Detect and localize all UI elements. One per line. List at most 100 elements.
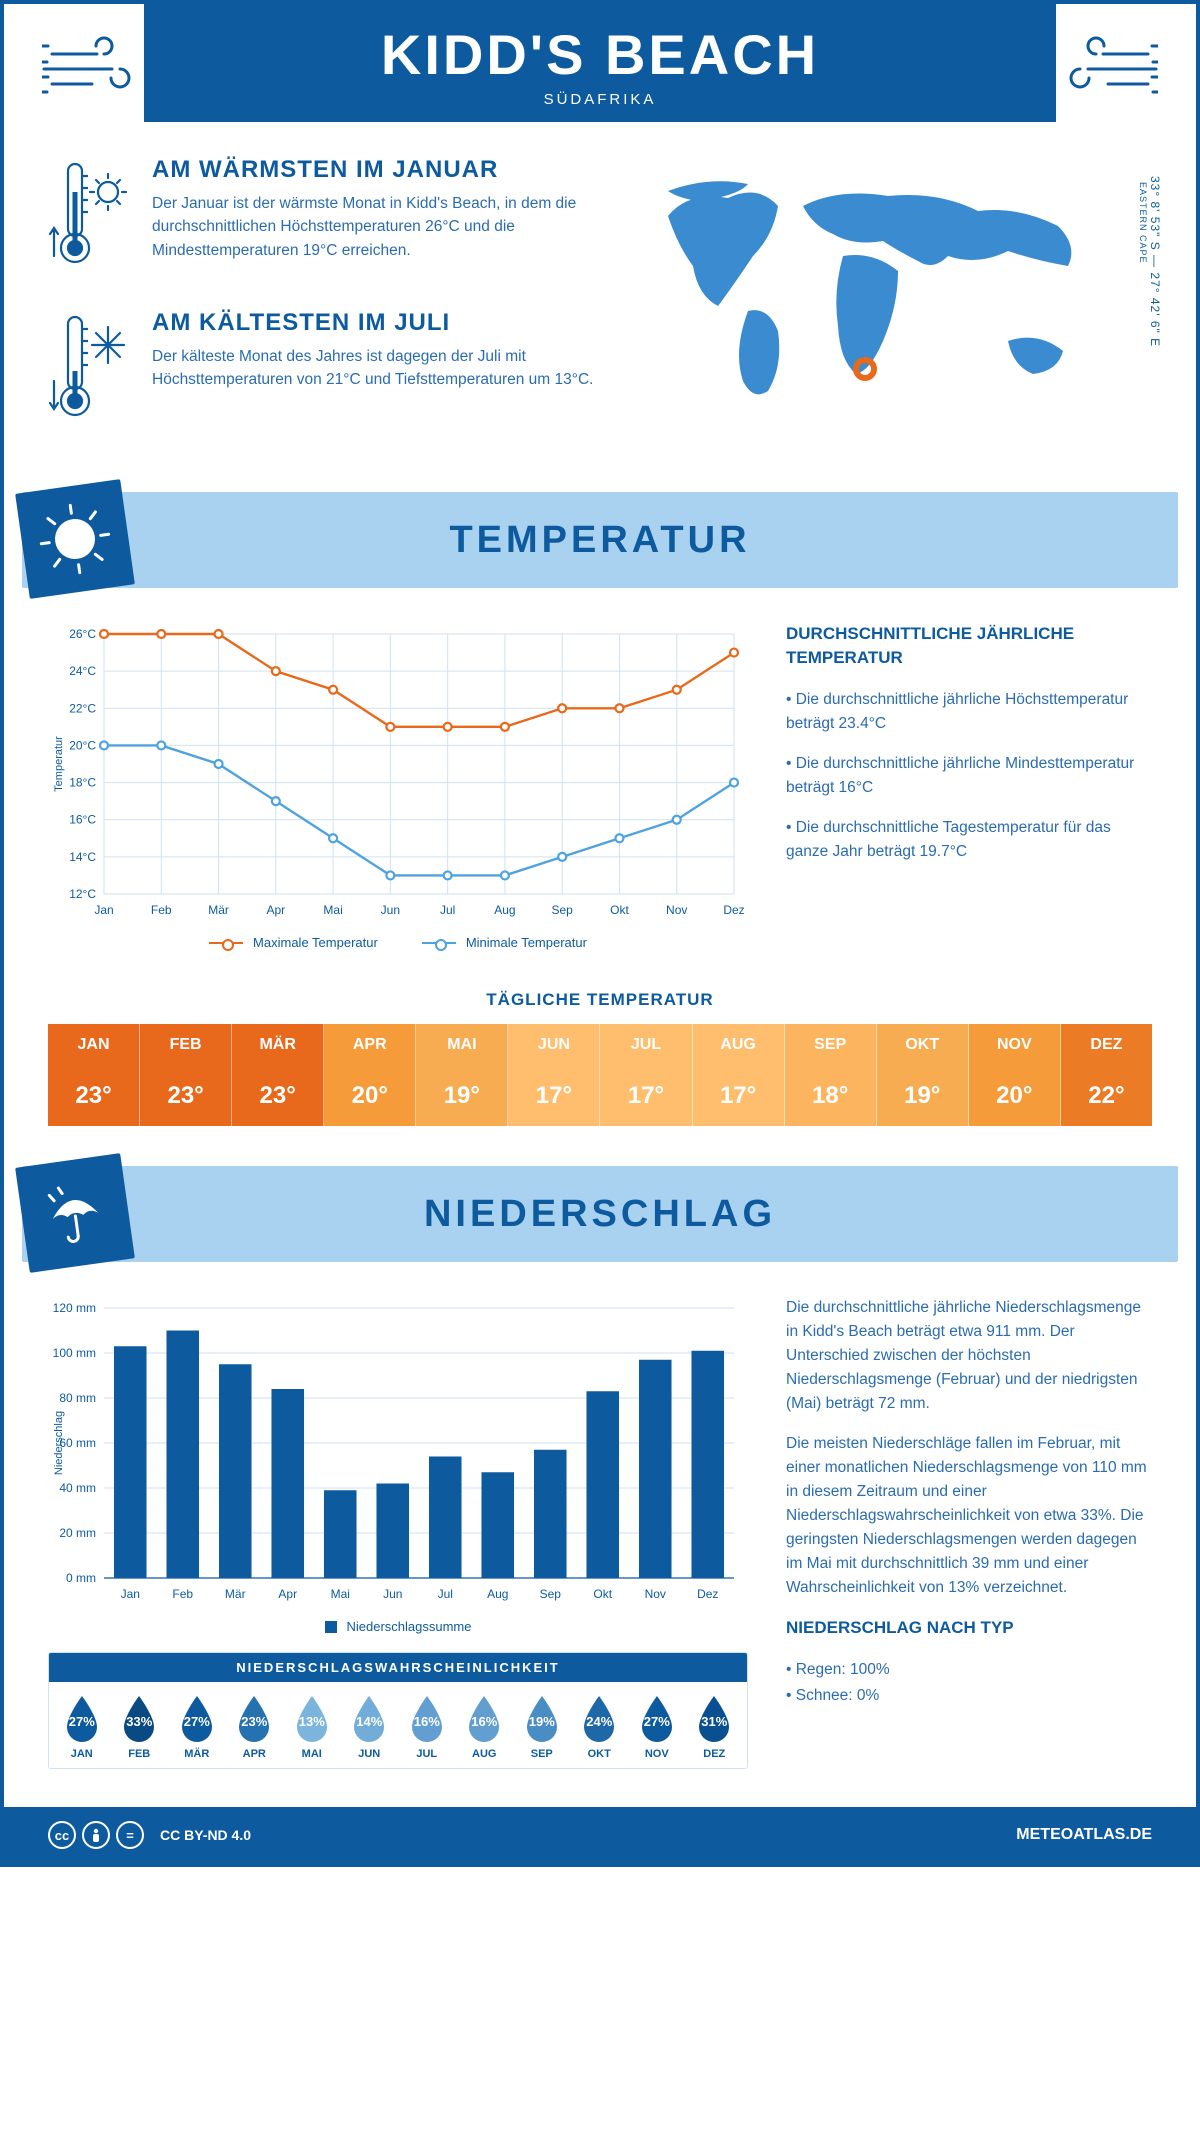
raindrop-icon: 27%: [636, 1692, 678, 1744]
svg-text:Feb: Feb: [151, 903, 172, 917]
drop-month: NOV: [628, 1748, 686, 1760]
temp-side-title: DURCHSCHNITTLICHE JÄHRLICHE TEMPERATUR: [786, 622, 1152, 670]
table-month: JAN: [48, 1024, 139, 1066]
temp-side-p2: • Die durchschnittliche jährliche Mindes…: [786, 752, 1152, 800]
svg-text:12°C: 12°C: [69, 887, 96, 901]
nd-icon: =: [116, 1821, 144, 1849]
svg-text:Niederschlag: Niederschlag: [53, 1411, 65, 1475]
svg-text:40 mm: 40 mm: [59, 1481, 96, 1495]
precipitation-chart: 0 mm20 mm40 mm60 mm80 mm100 mm120 mmJanF…: [48, 1296, 748, 1769]
svg-text:26°C: 26°C: [69, 627, 96, 641]
license-text: CC BY-ND 4.0: [160, 1827, 251, 1843]
coldest-text: Der kälteste Monat des Jahres ist dagege…: [152, 345, 608, 392]
raindrop-icon: 13%: [291, 1692, 333, 1744]
svg-text:Jan: Jan: [94, 903, 113, 917]
svg-text:20 mm: 20 mm: [59, 1526, 96, 1540]
precip-p1: Die durchschnittliche jährliche Niedersc…: [786, 1296, 1152, 1416]
table-value: 18°: [785, 1066, 876, 1126]
page-footer: cc = CC BY-ND 4.0 METEOATLAS.DE: [4, 1807, 1196, 1863]
table-month: DEZ: [1061, 1024, 1152, 1066]
svg-text:Jun: Jun: [383, 1587, 402, 1601]
svg-text:18°C: 18°C: [69, 776, 96, 790]
sun-icon: [30, 494, 120, 584]
svg-text:Sep: Sep: [552, 903, 574, 917]
table-month: JUL: [600, 1024, 691, 1066]
precip-type-snow: • Schnee: 0%: [786, 1684, 1152, 1708]
svg-text:Nov: Nov: [645, 1587, 666, 1601]
svg-text:Apr: Apr: [278, 1587, 297, 1601]
brand-text: METEOATLAS.DE: [1016, 1826, 1152, 1844]
drop-month: SEP: [513, 1748, 571, 1760]
precip-type-title: NIEDERSCHLAG NACH TYP: [786, 1616, 1152, 1640]
temp-side-p3: • Die durchschnittliche Tagestemperatur …: [786, 816, 1152, 864]
table-month: OKT: [877, 1024, 968, 1066]
legend-precip: Niederschlagssumme: [347, 1619, 472, 1634]
svg-text:14°C: 14°C: [69, 850, 96, 864]
drop-month: AUG: [456, 1748, 514, 1760]
svg-text:Temperatur: Temperatur: [53, 736, 65, 792]
svg-text:16°C: 16°C: [69, 813, 96, 827]
table-value: 20°: [969, 1066, 1060, 1126]
table-month: MAI: [416, 1024, 507, 1066]
svg-text:Aug: Aug: [494, 903, 515, 917]
temperature-banner: TEMPERATUR: [22, 492, 1178, 588]
raindrop-icon: 16%: [406, 1692, 448, 1744]
drop-month: MAI: [283, 1748, 341, 1760]
svg-text:Sep: Sep: [540, 1587, 562, 1601]
legend-max: Maximale Temperatur: [253, 935, 378, 950]
table-month: JUN: [508, 1024, 599, 1066]
svg-text:Apr: Apr: [266, 903, 285, 917]
world-map: 33° 8' 53" S — 27° 42' 6" E EASTERN CAPE: [638, 156, 1152, 431]
drop-month: MÄR: [168, 1748, 226, 1760]
table-month: NOV: [969, 1024, 1060, 1066]
svg-text:Dez: Dez: [697, 1587, 718, 1601]
table-value: 17°: [693, 1066, 784, 1126]
daily-temp-table: JAN23°FEB23°MÄR23°APR20°MAI19°JUN17°JUL1…: [48, 1024, 1152, 1126]
svg-text:Jan: Jan: [121, 1587, 140, 1601]
table-value: 23°: [48, 1066, 139, 1126]
by-icon: [82, 1821, 110, 1849]
svg-text:Mär: Mär: [225, 1587, 246, 1601]
warmest-title: AM WÄRMSTEN IM JANUAR: [152, 156, 608, 184]
svg-text:100 mm: 100 mm: [53, 1346, 96, 1360]
svg-text:Jun: Jun: [381, 903, 400, 917]
temperature-chart: 12°C14°C16°C18°C20°C22°C24°C26°CJanFebMä…: [48, 622, 748, 950]
drop-month: DEZ: [686, 1748, 744, 1760]
table-value: 20°: [324, 1066, 415, 1126]
svg-text:Nov: Nov: [666, 903, 687, 917]
drop-month: FEB: [111, 1748, 169, 1760]
svg-text:Aug: Aug: [487, 1587, 508, 1601]
drop-month: OKT: [571, 1748, 629, 1760]
svg-text:80 mm: 80 mm: [59, 1391, 96, 1405]
table-month: AUG: [693, 1024, 784, 1066]
svg-text:Jul: Jul: [438, 1587, 453, 1601]
warmest-block: AM WÄRMSTEN IM JANUAR Der Januar ist der…: [48, 156, 608, 281]
table-value: 19°: [877, 1066, 968, 1126]
raindrop-icon: 31%: [693, 1692, 735, 1744]
svg-text:24°C: 24°C: [69, 664, 96, 678]
raindrop-icon: 27%: [61, 1692, 103, 1744]
svg-text:20°C: 20°C: [69, 738, 96, 752]
raindrop-icon: 23%: [233, 1692, 275, 1744]
raindrop-icon: 14%: [348, 1692, 390, 1744]
svg-text:0 mm: 0 mm: [66, 1571, 96, 1585]
table-value: 23°: [232, 1066, 323, 1126]
coordinates: 33° 8' 53" S — 27° 42' 6" E EASTERN CAPE: [1138, 176, 1162, 347]
coldest-block: AM KÄLTESTEN IM JULI Der kälteste Monat …: [48, 309, 608, 434]
page-subtitle: SÜDAFRIKA: [144, 91, 1056, 108]
table-month: MÄR: [232, 1024, 323, 1066]
raindrop-icon: 19%: [521, 1692, 563, 1744]
svg-text:Mär: Mär: [208, 903, 229, 917]
coldest-title: AM KÄLTESTEN IM JULI: [152, 309, 608, 337]
thermometer-hot-icon: [48, 156, 132, 276]
svg-text:Mai: Mai: [331, 1587, 350, 1601]
wind-icon: [1048, 24, 1158, 114]
drop-month: JUL: [398, 1748, 456, 1760]
table-month: SEP: [785, 1024, 876, 1066]
table-month: FEB: [140, 1024, 231, 1066]
svg-text:Okt: Okt: [593, 1587, 612, 1601]
wind-icon: [42, 24, 152, 114]
table-month: APR: [324, 1024, 415, 1066]
raindrop-icon: 27%: [176, 1692, 218, 1744]
drop-month: APR: [226, 1748, 284, 1760]
